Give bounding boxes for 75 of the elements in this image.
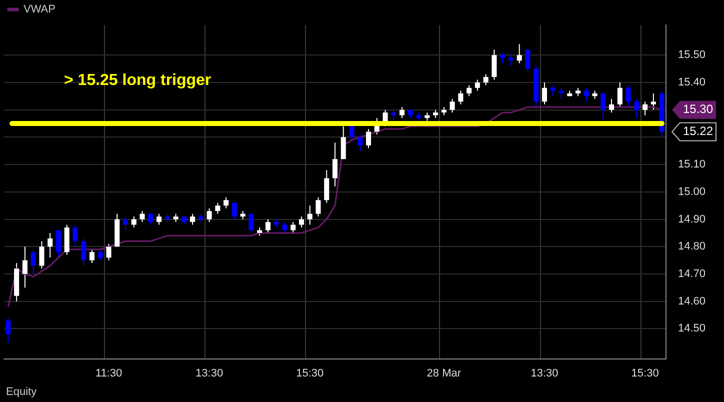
text: 15.30 <box>682 102 714 116</box>
candlestick <box>400 106 405 119</box>
text: Equity <box>6 386 38 398</box>
y-tick-label: 14.70 <box>678 268 706 280</box>
candlestick <box>106 243 112 261</box>
candlestick <box>650 92 656 110</box>
candlestick <box>458 90 464 105</box>
candlestick <box>450 98 455 114</box>
candlestick <box>332 142 338 187</box>
candlestick <box>642 101 648 116</box>
candlestick <box>215 202 220 214</box>
candlestick <box>542 82 548 105</box>
candlestick <box>224 196 229 209</box>
candlestick <box>298 216 304 228</box>
candlestick <box>358 134 363 152</box>
candlestick <box>617 82 622 108</box>
candlestick <box>466 84 472 97</box>
candlestick <box>265 218 270 234</box>
candlestick <box>492 49 497 80</box>
candlestick <box>600 92 606 124</box>
y-tick-label: 15.10 <box>678 158 706 171</box>
candlestick <box>609 98 614 114</box>
x-tick-label: 28 Mar <box>426 367 462 380</box>
candlestick <box>39 240 44 270</box>
candlestick <box>131 216 136 228</box>
candlestick <box>324 170 330 204</box>
candlestick <box>89 248 94 264</box>
candlestick <box>72 224 78 248</box>
candlestick <box>6 317 11 343</box>
candlestick <box>48 232 53 258</box>
candlestick <box>626 84 631 108</box>
x-tick-label: 13:30 <box>530 367 558 380</box>
candlestick <box>525 49 530 72</box>
candlestick <box>584 87 589 102</box>
y-tick-label: 14.80 <box>678 240 706 253</box>
candlestick <box>500 52 506 64</box>
ref-line-label: > 15.25 long trigger <box>64 72 212 89</box>
y-tick-label: 14.60 <box>678 295 706 308</box>
candlestick <box>483 74 488 86</box>
candlestick <box>340 126 346 160</box>
candlestick <box>316 196 321 218</box>
candlestick <box>206 208 212 222</box>
candlestick <box>81 238 86 266</box>
candlestick <box>391 109 396 122</box>
candlestick <box>98 248 103 261</box>
candlestick <box>232 202 237 220</box>
y-tick-label: 15.40 <box>678 76 706 88</box>
candlestick <box>248 213 254 234</box>
y-tick-label: 15.50 <box>678 49 706 62</box>
candlestick <box>634 98 640 119</box>
candlestick <box>550 84 556 97</box>
candlestick <box>290 221 296 234</box>
candlestick <box>474 79 480 92</box>
y-tick-label: 14.50 <box>678 322 706 335</box>
x-tick-label: 11:30 <box>95 367 122 380</box>
candlestick <box>307 205 312 226</box>
candlestick <box>282 221 288 234</box>
text: 15.22 <box>682 124 714 138</box>
candlestick <box>156 213 162 226</box>
candlestick <box>30 248 36 274</box>
candlestick <box>366 128 372 149</box>
candlestick <box>22 246 28 288</box>
candlestick <box>56 230 61 258</box>
x-tick-label: 15:30 <box>296 367 324 380</box>
y-tick-label: 14.90 <box>678 213 706 226</box>
candlestick <box>190 213 196 226</box>
candlestick <box>508 54 514 67</box>
candlestick <box>516 44 522 64</box>
x-tick-label: 15:30 <box>631 367 659 380</box>
candlestick <box>122 216 128 231</box>
legend-label: VWAP <box>24 4 56 16</box>
y-tick-label: 15.00 <box>678 186 706 198</box>
candlestick <box>140 210 145 222</box>
candlestick <box>558 87 564 100</box>
x-tick-label: 13:30 <box>196 367 224 380</box>
